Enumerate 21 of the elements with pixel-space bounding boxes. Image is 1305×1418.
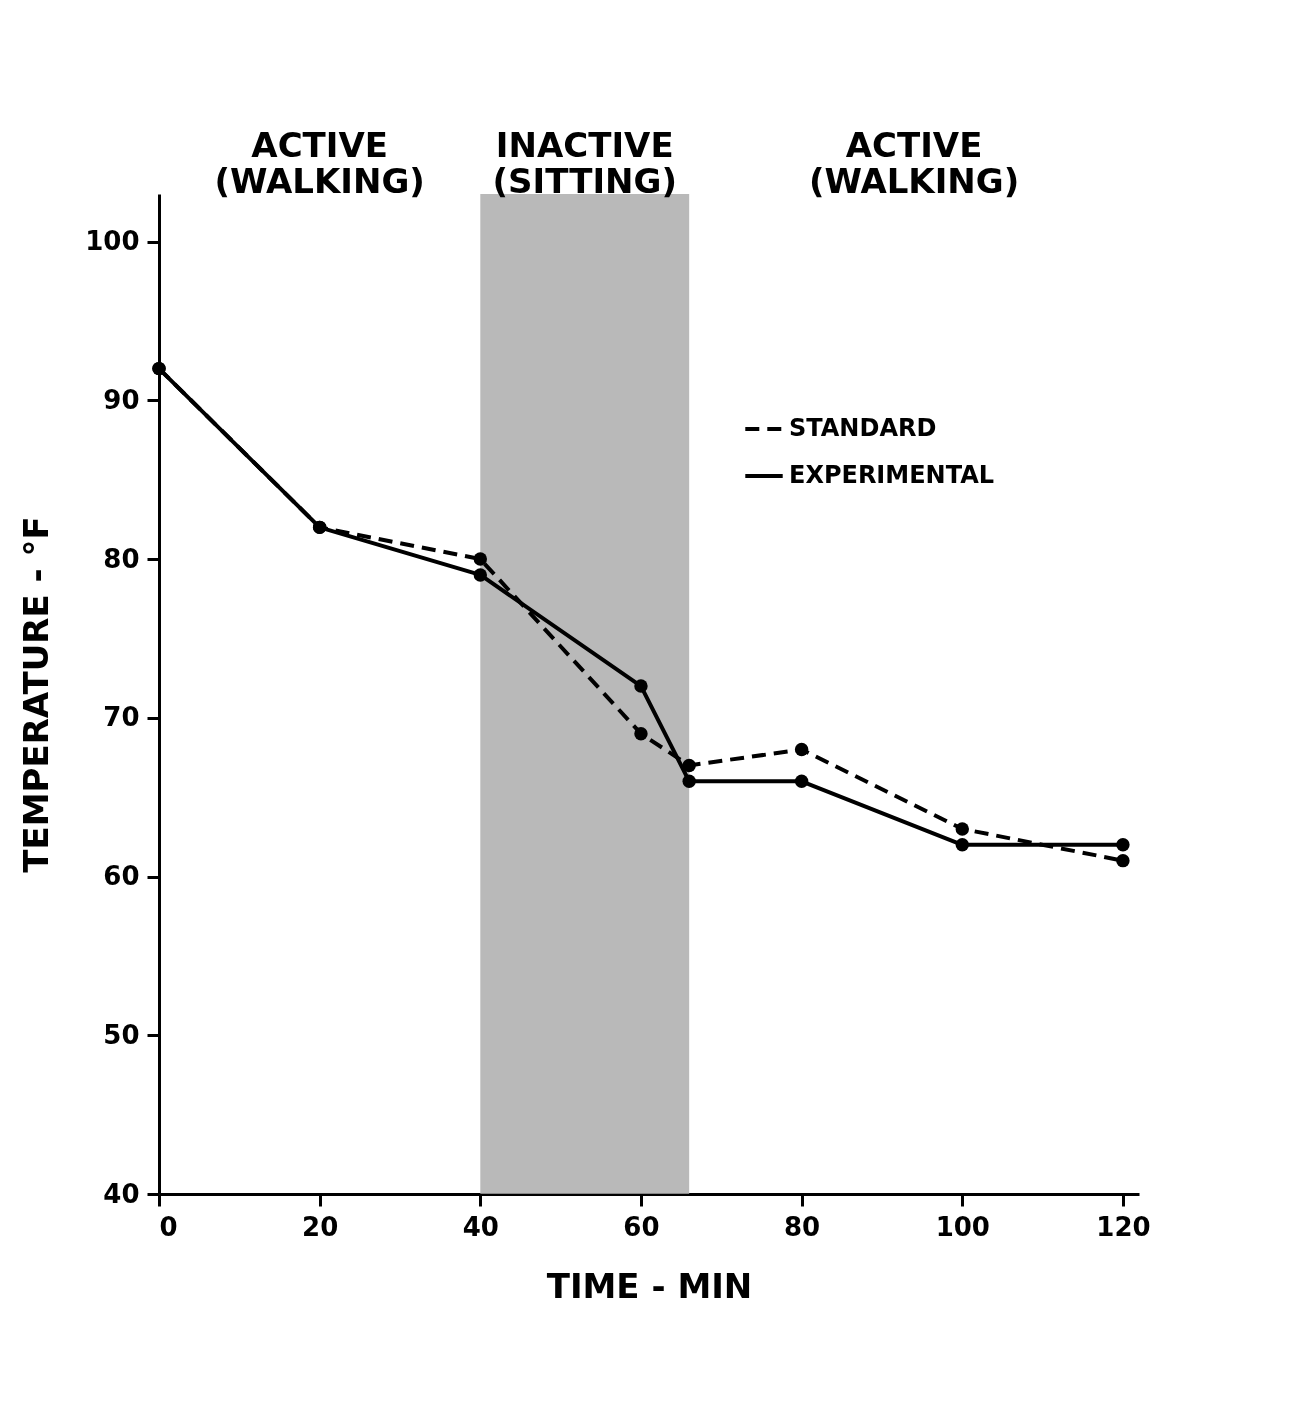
legend-label: EXPERIMENTAL — [789, 461, 995, 489]
x-tick-label: 0 — [159, 1211, 178, 1242]
band-label: INACTIVE (SITTING) — [492, 125, 677, 201]
annotation: ACTIVE (WALKING) — [808, 125, 1020, 201]
y-tick-label: 100 — [85, 226, 140, 257]
legend-label: STANDARD — [789, 414, 937, 442]
x-tick-label: 40 — [462, 1211, 499, 1242]
y-tick-label: 70 — [103, 702, 140, 733]
y-tick-label: 80 — [103, 543, 140, 574]
y-tick-label: 40 — [103, 1178, 140, 1209]
y-tick-label: 60 — [103, 861, 140, 892]
annotation: ACTIVE (WALKING) — [214, 125, 425, 201]
x-tick-label: 80 — [784, 1211, 821, 1242]
y-axis-title: TEMPERATURE - °F — [16, 516, 57, 873]
y-tick-label: 90 — [103, 384, 140, 415]
y-tick-label: 50 — [103, 1019, 140, 1050]
x-tick-label: 60 — [623, 1211, 660, 1242]
x-tick-label: 120 — [1096, 1211, 1151, 1242]
x-axis-title: TIME - MIN — [546, 1265, 753, 1306]
x-tick-label: 100 — [935, 1211, 990, 1242]
x-tick-label: 20 — [302, 1211, 339, 1242]
